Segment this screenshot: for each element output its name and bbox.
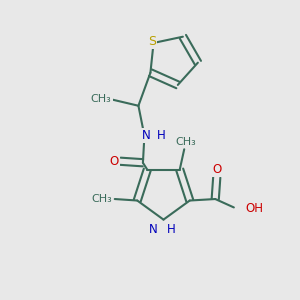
- Text: S: S: [148, 35, 156, 48]
- Text: CH₃: CH₃: [91, 94, 111, 104]
- Text: CH₃: CH₃: [175, 137, 196, 147]
- Text: H: H: [167, 223, 175, 236]
- Text: N: N: [142, 129, 150, 142]
- Text: N: N: [149, 223, 158, 236]
- Text: CH₃: CH₃: [92, 194, 112, 204]
- Text: O: O: [110, 155, 119, 168]
- Text: O: O: [212, 164, 221, 176]
- Text: OH: OH: [245, 202, 263, 215]
- Text: H: H: [157, 129, 166, 142]
